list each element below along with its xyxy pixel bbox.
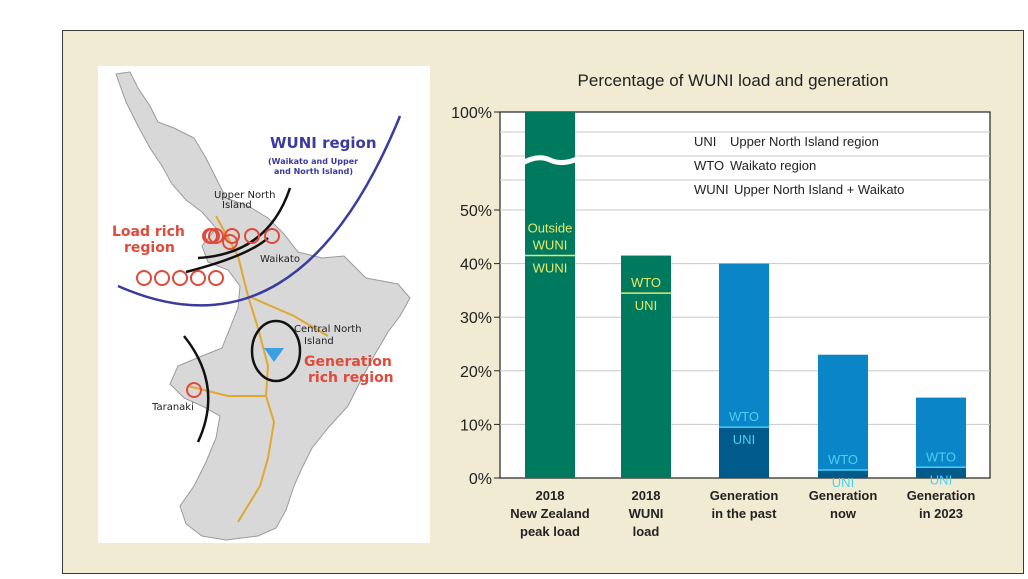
generation-rich-label-2: rich region	[308, 370, 394, 386]
taranaki-boundary-arc	[183, 335, 210, 443]
y-tick-label: 30%	[460, 310, 492, 327]
waikato-label: Waikato	[260, 254, 300, 265]
bar-segment-wto	[818, 354, 868, 470]
x-tick-label: Generation	[907, 488, 976, 503]
x-tick-label: now	[830, 506, 857, 521]
north-island-map: WUNI region (Waikato and Upper and North…	[98, 66, 430, 543]
segment-label: UNI	[930, 472, 952, 487]
x-tick-label: 2018	[536, 488, 565, 503]
segment-label: UNI	[733, 432, 755, 447]
x-tick-label: load	[633, 524, 660, 539]
wuni-load-generation-chart: Percentage of WUNI load and generation 0…	[451, 71, 991, 539]
bar-segment-wto	[719, 263, 769, 428]
wuni-region-title: WUNI region	[270, 134, 377, 152]
segment-label: WTO	[729, 409, 759, 424]
legend-abbr: UNI	[694, 134, 716, 149]
generation-icon	[264, 348, 284, 362]
bar-4: WTO UNI	[818, 354, 868, 490]
bar-segment-wto	[621, 255, 671, 294]
bar-2: WTO UNI	[621, 255, 671, 478]
wuni-region-subtitle-1: (Waikato and Upper	[268, 157, 358, 166]
legend-abbr: WUNI	[694, 182, 729, 197]
taranaki-label: Taranaki	[151, 402, 194, 413]
legend-desc: Waikato region	[730, 158, 816, 173]
segment-label: WUNI	[533, 261, 568, 276]
segment-label: WTO	[828, 452, 858, 467]
bar-3: WTO UNI	[719, 263, 769, 478]
legend: UNI Upper North Island region WTO Waikato r…	[694, 134, 904, 197]
load-rich-icons	[136, 228, 238, 398]
x-tick-label: Generation	[809, 488, 878, 503]
load-rich-boundary-arc-lower	[185, 237, 269, 274]
generation-rich-circle	[250, 319, 302, 383]
y-tick-label: 10%	[460, 417, 492, 434]
bar-1: Outside WUNI WUNI	[519, 112, 581, 478]
y-tick-label: 100%	[451, 105, 492, 122]
upper-north-label-1: Upper North	[214, 190, 275, 201]
segment-label: UNI	[635, 298, 657, 313]
bar-segment-outside-wuni	[525, 112, 575, 256]
x-tick-label: WUNI	[629, 506, 664, 521]
segment-label: WUNI	[533, 238, 568, 253]
load-rich-label-1: Load rich	[112, 224, 185, 240]
bar-segment-uni	[719, 427, 769, 478]
y-tick-label: 40%	[460, 257, 492, 274]
bar-segment-uni	[818, 469, 868, 478]
y-tick-label: 50%	[460, 203, 492, 220]
land-shape	[115, 71, 411, 541]
upper-north-label-2: Island	[222, 200, 252, 211]
x-tick-label: in 2023	[919, 506, 963, 521]
x-axis-labels: 2018 New Zealand peak load 2018 WUNI load Gene…	[510, 488, 975, 539]
central-north-label-2: Island	[304, 336, 334, 347]
load-rich-boundary-arc	[197, 187, 292, 260]
bar-segment-uni	[916, 467, 966, 478]
segment-label: WTO	[631, 275, 661, 290]
legend-desc: Upper North Island region	[730, 134, 879, 149]
generation-rich-label-1: Generation	[304, 354, 392, 370]
segment-label: UNI	[832, 475, 854, 490]
segment-label: Outside	[528, 221, 573, 236]
wuni-region-arc	[117, 115, 402, 307]
bar-segment-uni	[621, 293, 671, 478]
y-axis-ticks: 0% 10% 20% 30% 40% 50% 100%	[451, 105, 500, 488]
bars: Outside WUNI WUNI WTO UNI WTO UNI WTO UNI WTO UNI	[519, 112, 966, 490]
bar-5: WTO UNI	[916, 397, 966, 487]
load-rich-label-2: region	[124, 240, 175, 256]
x-tick-label: in the past	[711, 506, 777, 521]
chart-title: Percentage of WUNI load and generation	[578, 71, 889, 90]
x-tick-label: peak load	[520, 524, 580, 539]
legend-abbr: WTO	[694, 158, 724, 173]
central-north-label-1: Central North	[294, 324, 362, 335]
x-tick-label: 2018	[632, 488, 661, 503]
x-tick-label: Generation	[710, 488, 779, 503]
axis-break-marker	[519, 155, 581, 167]
bar-segment-wto	[916, 397, 966, 468]
bar-segment-wuni	[525, 255, 575, 478]
wuni-region-subtitle-2: and North Island)	[274, 167, 353, 176]
y-tick-label: 20%	[460, 364, 492, 381]
y-tick-label: 0%	[469, 471, 492, 488]
legend-desc: Upper North Island + Waikato	[734, 182, 904, 197]
segment-label: WTO	[926, 449, 956, 464]
x-tick-label: New Zealand	[510, 506, 590, 521]
